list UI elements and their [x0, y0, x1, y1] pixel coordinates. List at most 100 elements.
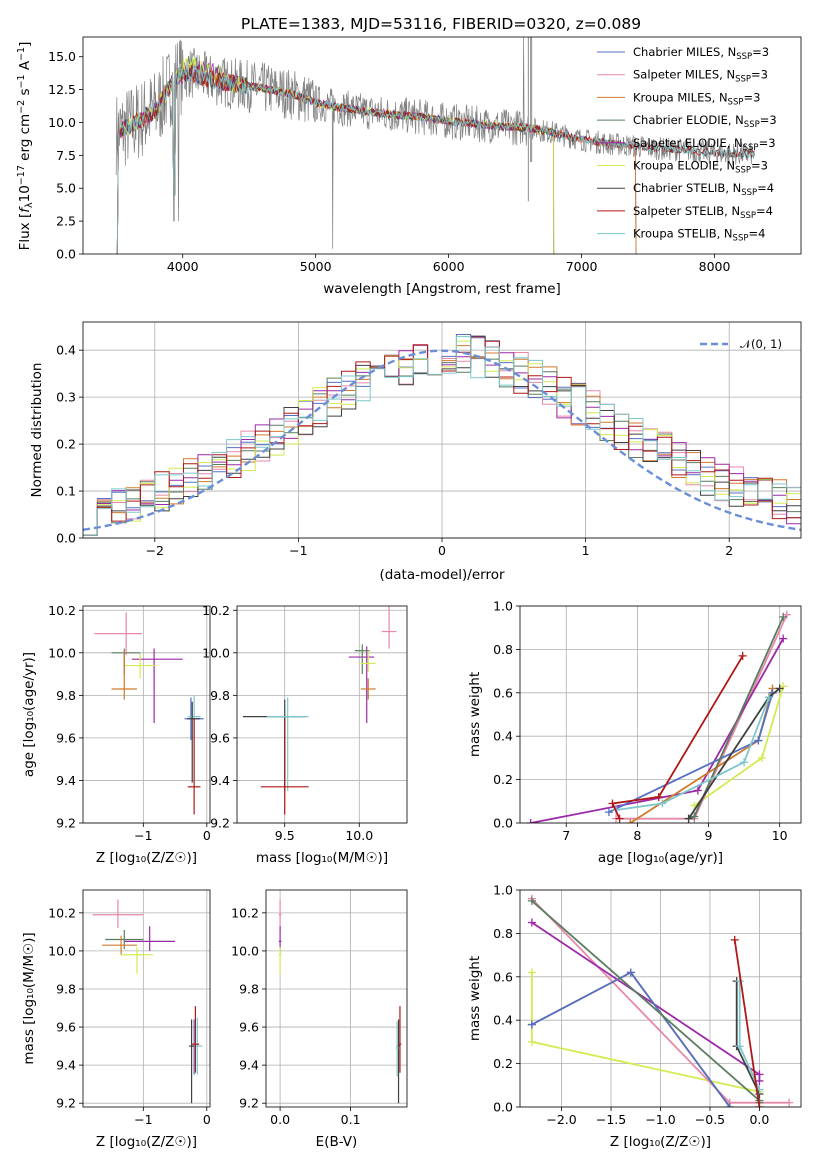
weight-series	[604, 688, 777, 817]
plus-marker	[738, 651, 747, 660]
y-tick-label: 9.4	[210, 773, 230, 788]
y-axis-label: Flux [fλ10−17 erg cm−2 s−1 A−1]	[16, 42, 35, 251]
error-point	[94, 612, 143, 655]
x-tick-label: 2	[725, 543, 733, 558]
series-line	[531, 972, 760, 1093]
y-axis-label: Normed distribution	[29, 363, 45, 498]
x-tick-label: −2.0	[546, 1112, 576, 1127]
x-tick-label: 8000	[699, 259, 731, 274]
legend-label: Salpeter MILES, NSSP=3	[633, 68, 768, 85]
x-tick-label: 4000	[167, 259, 199, 274]
x-tick-label: −1.0	[645, 1112, 675, 1127]
panel-5: 7 8 9 10 0.0 0.2 0.4 0.6 0.8 1.0 age [log₁₀(age/yr…	[467, 599, 802, 866]
error-point	[360, 650, 376, 672]
axes-frame	[265, 889, 408, 1108]
y-axis-label: age [log₁₀(age/yr)]	[21, 652, 37, 777]
residual-histogram	[83, 336, 801, 536]
plus-marker	[725, 1103, 734, 1107]
y-tick-label: 9.2	[56, 816, 76, 831]
y-tick-label: 1.0	[493, 883, 513, 898]
x-tick-label: 10.0	[345, 828, 373, 843]
plus-marker	[785, 1098, 794, 1107]
error-point	[348, 646, 375, 724]
axes-frame	[82, 321, 802, 539]
y-tick-label: 10.0	[48, 645, 76, 660]
model-spectrum	[116, 65, 637, 254]
y-tick-label: 10.0	[202, 645, 230, 660]
weight-series	[690, 682, 788, 810]
weight-series	[730, 935, 764, 1107]
y-tick-label: 12.5	[48, 82, 76, 97]
model-spectrum	[116, 65, 755, 254]
plus-marker	[658, 799, 667, 808]
y-tick-label: 9.4	[239, 1058, 259, 1073]
error-point	[266, 697, 309, 792]
x-tick-label: −2	[146, 543, 164, 558]
weight-series	[608, 651, 747, 823]
plus-marker	[779, 612, 788, 621]
x-tick-label: 6000	[433, 259, 465, 274]
plus-marker	[755, 1103, 764, 1107]
x-tick-label: −0.5	[695, 1112, 725, 1127]
y-tick-label: 0.1	[56, 484, 76, 499]
series-line	[611, 655, 744, 820]
data-spectrum	[115, 37, 755, 249]
plus-marker	[757, 753, 766, 762]
x-axis-label: Z [log₁₀(Z/Z☉)]	[96, 1134, 197, 1150]
series-line	[688, 616, 785, 820]
y-tick-label: 0.4	[493, 729, 513, 744]
model-spectrum	[116, 64, 637, 254]
x-tick-label: 0.1	[341, 1112, 361, 1127]
x-axis-label: Z [log₁₀(Z/Z☉)]	[610, 1134, 711, 1150]
y-tick-label: 10.0	[231, 943, 259, 958]
y-tick-label: 9.8	[210, 688, 230, 703]
y-tick-label: 15.0	[48, 49, 76, 64]
error-point	[354, 644, 370, 675]
y-tick-label: 9.8	[56, 688, 76, 703]
y-tick-label: 0.3	[56, 390, 76, 405]
legend-label: Chabrier STELIB, NSSP=4	[633, 181, 774, 198]
panel-4: 9.5 10.0 9.2 9.4 9.6 9.8 10.0 10.2 mass [log₁₀(M…	[202, 603, 408, 866]
grid	[83, 322, 801, 539]
y-tick-label: 9.6	[210, 730, 230, 745]
series-line	[687, 687, 781, 820]
legend-label: 𝒩(0, 1)	[740, 337, 782, 351]
legend-label: Kroupa ELODIE, NSSP=3	[633, 159, 768, 176]
legend-label: Chabrier MILES, NSSP=3	[633, 45, 769, 62]
plot-area	[242, 606, 397, 815]
normal-curve	[83, 349, 801, 531]
y-tick-label: 0.8	[493, 926, 513, 941]
x-tick-label: 7	[562, 828, 570, 843]
y-tick-label: 9.6	[56, 1020, 76, 1035]
x-tick-label: 5000	[300, 259, 332, 274]
x-tick-label: 0.0	[270, 1112, 290, 1127]
plot-area	[115, 37, 755, 254]
error-point	[111, 650, 137, 700]
y-tick-label: 0.0	[56, 247, 76, 262]
error-point	[124, 926, 176, 951]
y-tick-label: 9.2	[210, 816, 230, 831]
axes-frame	[236, 605, 408, 824]
y-tick-label: 0.4	[493, 1013, 513, 1028]
error-point	[278, 947, 282, 974]
y-tick-label: 9.4	[56, 773, 76, 788]
plus-marker	[693, 786, 702, 795]
y-tick-label: 9.2	[56, 1096, 76, 1111]
error-point	[187, 701, 200, 783]
y-axis-label: mass weight	[467, 956, 483, 1041]
x-tick-label: 9	[705, 828, 713, 843]
x-tick-label: 0.0	[749, 1112, 769, 1127]
model-spectrum	[116, 65, 637, 254]
error-point	[131, 648, 183, 724]
x-tick-label: 10	[772, 828, 788, 843]
plus-marker	[779, 634, 788, 643]
legend-label: Salpeter ELODIE, NSSP=3	[633, 136, 776, 153]
error-point	[398, 1006, 402, 1073]
plus-marker	[735, 1042, 744, 1051]
series-line	[530, 638, 784, 823]
panel-1: 4000 5000 6000 7000 8000 0.0 2.5 5.0 7.5 10.0 12.5…	[16, 36, 802, 297]
x-tick-label: −1	[289, 543, 307, 558]
axes-frame	[82, 889, 211, 1108]
x-tick-label: 7000	[566, 259, 598, 274]
plus-marker	[608, 799, 617, 808]
